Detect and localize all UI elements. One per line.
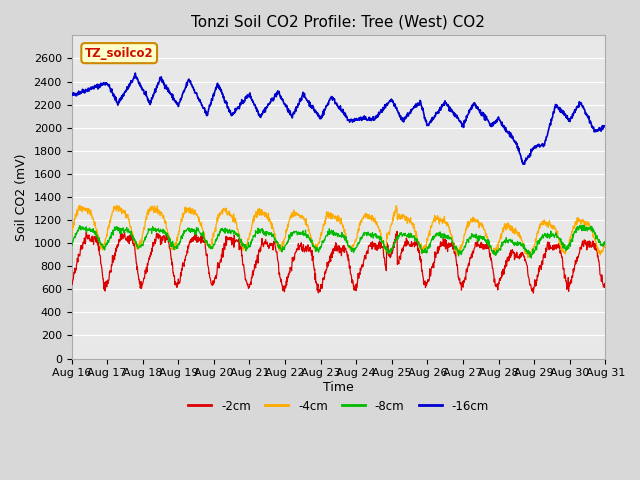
Y-axis label: Soil CO2 (mV): Soil CO2 (mV) <box>15 153 28 240</box>
Text: TZ_soilco2: TZ_soilco2 <box>85 47 154 60</box>
Title: Tonzi Soil CO2 Profile: Tree (West) CO2: Tonzi Soil CO2 Profile: Tree (West) CO2 <box>191 15 485 30</box>
X-axis label: Time: Time <box>323 381 354 394</box>
Legend: -2cm, -4cm, -8cm, -16cm: -2cm, -4cm, -8cm, -16cm <box>183 395 493 417</box>
